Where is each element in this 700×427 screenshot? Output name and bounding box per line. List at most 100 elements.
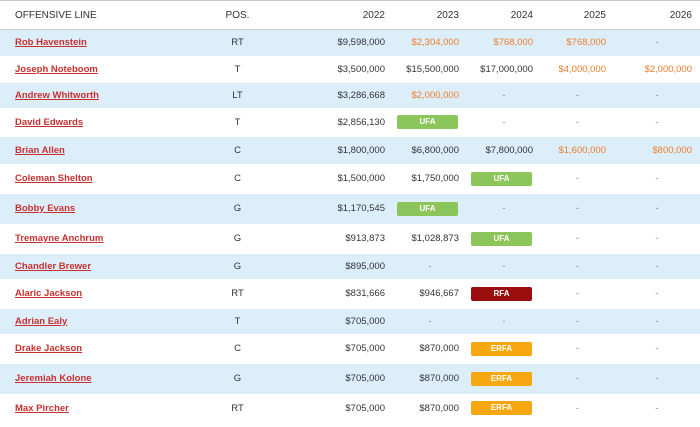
table-row: Adrian Ealy T $705,000- - - - [0,308,700,334]
empty-year-cell-2025: - [541,363,614,394]
empty-year-cell-2026: - [614,82,700,108]
position-cell: G [165,363,310,394]
empty-year-cell-2024: - [467,253,541,279]
player-name-cell: Brian Allen [0,136,165,164]
empty-year-cell-2024: - [467,308,541,334]
player-name-cell: David Edwards [0,108,165,137]
empty-year-cell-2025: - [575,288,580,299]
player-name-link[interactable]: Chandler Brewer [15,260,92,272]
salary-cell-2024: $17,000,000 [480,63,533,75]
position-cell: T [234,63,241,75]
header-offensive-line[interactable]: OFFENSIVE LINE [0,0,165,30]
player-name-link[interactable]: David Edwards [15,116,84,128]
position-cell: C [234,343,241,354]
player-name-link[interactable]: Coleman Shelton [15,173,93,184]
position-cell: C [165,136,310,164]
player-name-link[interactable]: Rob Havenstein [15,37,87,49]
empty-year-cell-2025: - [541,193,614,224]
player-name-link[interactable]: Tremayne Anchrum [15,233,104,244]
empty-year-cell-2026: - [614,253,700,279]
player-name-cell: Andrew Whitworth [0,82,165,108]
contract-status-cell-2024: ERFA [467,363,541,394]
table-row: Rob Havenstein RT $9,598,000 $2,304,000 $768… [0,29,700,56]
salary-cell-2024: $7,800,000 [467,136,541,164]
header-2026[interactable]: 2026 [614,0,700,30]
position-cell: G [165,253,310,279]
empty-year-cell-2026: - [655,288,659,299]
salary-cell-2022: $913,873 [345,233,385,244]
salary-cell-2022: $1,800,000 [310,136,393,164]
player-name-link[interactable]: Joseph Noteboom [15,63,98,75]
salary-cell-2023: $2,000,000 [393,82,467,108]
salary-cell-2022: $2,856,130 [337,116,385,128]
salary-cell-2022: $9,598,000 [310,29,393,56]
salary-cell-2022: $705,000 [345,343,385,354]
player-name-cell: Adrian Ealy [0,308,165,334]
player-name-link[interactable]: Bobby Evans [15,203,76,214]
player-name-cell: Drake Jackson [0,334,165,364]
player-name-cell: Joseph Noteboom [0,56,165,83]
empty-year-cell-2026: - [614,308,700,334]
salary-cell-2026: $2,000,000 [644,63,692,75]
player-name-link[interactable]: Andrew Whitworth [15,89,99,101]
salary-cell-2023: $2,304,000 [393,29,467,56]
contract-status-cell-2024: UFA [467,164,541,194]
ufa-badge: UFA [397,201,458,216]
player-name-link[interactable]: Jeremiah Kolone [15,373,92,384]
header-2023[interactable]: 2023 [393,0,467,30]
player-name-link[interactable]: Max Pircher [15,402,69,414]
contract-status-cell-2023: UFA [393,108,467,137]
table-row: Bobby Evans G $1,170,545 UFA - - - [0,193,700,224]
position-cell: LT [165,82,310,108]
rfa-badge: RFA [471,286,532,301]
table-row: Coleman Shelton C $1,500,000 $1,750,000 UFA -… [0,164,700,194]
empty-year-cell-2026: - [655,233,659,244]
salary-cell-2026: $800,000 [614,136,700,164]
table-row: Brian Allen C $1,800,000 $6,800,000 $7,800,0… [0,136,700,164]
table-row: Drake Jackson C $705,000 $870,000 ERFA - - [0,334,700,364]
empty-year-cell-2026: - [655,116,659,128]
player-name-cell: Jeremiah Kolone [0,363,165,394]
player-name-link[interactable]: Drake Jackson [15,343,83,354]
salary-cell-2023: $1,028,873 [411,233,459,244]
header-2022[interactable]: 2022 [310,0,393,30]
header-2025[interactable]: 2025 [541,0,614,30]
player-name-link[interactable]: Adrian Ealy [15,315,68,327]
salary-cell-2024: $768,000 [467,29,541,56]
salary-cell-2025: $768,000 [541,29,614,56]
player-name-cell: Tremayne Anchrum [0,224,165,254]
salary-cell-2023: $15,500,000 [406,63,459,75]
ufa-badge: UFA [471,231,532,246]
header-2024[interactable]: 2024 [467,0,541,30]
table-header-row: OFFENSIVE LINE POS. 2022 2023 2024 2025 … [0,0,700,30]
empty-year-cell-2025: - [575,402,580,414]
player-name-link[interactable]: Alaric Jackson [15,288,83,299]
header-position[interactable]: POS. [165,0,310,30]
erfa-badge: ERFA [471,371,532,386]
salary-cell-2023: $870,000 [419,402,459,414]
salary-cell-2023: $6,800,000 [393,136,467,164]
empty-year-cell-2026: - [614,29,700,56]
table-row: Andrew Whitworth LT $3,286,668 $2,000,000- -… [0,82,700,108]
salary-cell-2022: $895,000 [310,253,393,279]
table-row: David Edwards T $2,856,130 UFA - - - [0,108,700,137]
empty-year-cell-2025: - [541,253,614,279]
empty-year-cell-2026: - [655,173,659,184]
player-name-link[interactable]: Brian Allen [15,144,65,156]
empty-year-cell-2025: - [575,343,580,354]
position-cell: T [234,116,241,128]
contract-status-cell-2024: UFA [467,224,541,254]
table-row: Tremayne Anchrum G $913,873 $1,028,873 UFA - - [0,224,700,254]
salary-cell-2025: $4,000,000 [558,63,606,75]
position-cell: G [165,193,310,224]
position-cell: RT [231,402,244,414]
empty-year-cell-2026: - [614,193,700,224]
salary-cell-2023: $946,667 [419,288,459,299]
ufa-badge: UFA [471,171,532,186]
salary-cell-2023: $1,750,000 [411,173,459,184]
player-name-cell: Chandler Brewer [0,253,165,279]
salary-cell-2022: $831,666 [345,288,385,299]
salary-cell-2022: $1,500,000 [337,173,385,184]
salary-cell-2022: $3,500,000 [337,63,385,75]
